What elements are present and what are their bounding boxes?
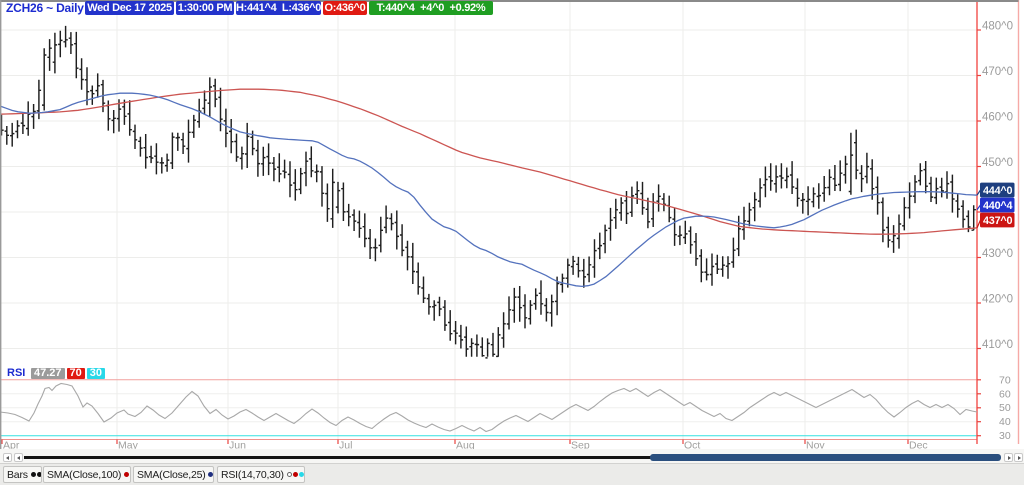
svg-text:Aug: Aug xyxy=(456,440,475,452)
svg-text:Jul: Jul xyxy=(339,440,352,452)
svg-text:May: May xyxy=(118,440,139,452)
svg-text:444^0: 444^0 xyxy=(983,185,1013,197)
svg-text:460^0: 460^0 xyxy=(982,112,1013,124)
svg-text:30: 30 xyxy=(999,430,1011,442)
svg-text:470^0: 470^0 xyxy=(982,66,1013,78)
svg-text:Dec: Dec xyxy=(909,440,928,452)
svg-text:Nov: Nov xyxy=(806,440,825,452)
svg-text:Jun: Jun xyxy=(229,440,246,452)
svg-text:420^0: 420^0 xyxy=(982,294,1013,306)
svg-text:437^0: 437^0 xyxy=(983,215,1013,227)
svg-text:40: 40 xyxy=(999,416,1011,428)
svg-text:Apr: Apr xyxy=(3,440,20,452)
svg-text:410^0: 410^0 xyxy=(982,339,1013,351)
svg-text:440^4: 440^4 xyxy=(983,200,1013,212)
svg-text:Oct: Oct xyxy=(684,440,700,452)
svg-text:70: 70 xyxy=(999,374,1011,386)
svg-text:480^0: 480^0 xyxy=(982,21,1013,33)
svg-text:450^0: 450^0 xyxy=(982,157,1013,169)
svg-text:430^0: 430^0 xyxy=(982,248,1013,260)
svg-text:60: 60 xyxy=(999,388,1011,400)
svg-text:Sep: Sep xyxy=(571,440,590,452)
svg-text:50: 50 xyxy=(999,402,1011,414)
